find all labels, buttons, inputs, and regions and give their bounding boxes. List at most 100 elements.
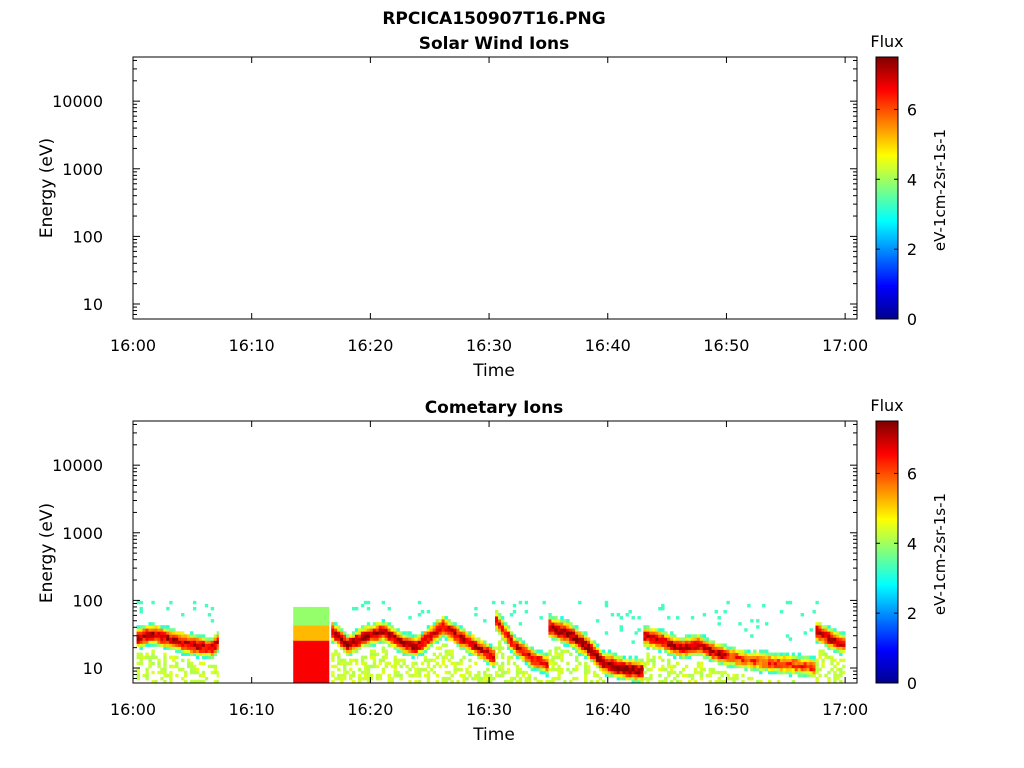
heatmap-cell xyxy=(551,661,555,666)
heatmap-cell xyxy=(619,616,623,620)
heatmap-cell xyxy=(349,646,353,650)
heatmap-cell xyxy=(299,609,303,614)
heatmap-cell xyxy=(322,652,327,657)
heatmap-cell xyxy=(302,606,306,611)
heatmap-cell xyxy=(435,637,440,641)
heatmap-cell xyxy=(311,634,315,638)
heatmap-cell xyxy=(145,670,149,675)
heatmap-cell xyxy=(560,634,564,638)
heatmap-cell xyxy=(539,661,543,666)
heatmap-cell xyxy=(426,625,431,629)
heatmap-cell xyxy=(569,652,573,657)
heatmap-cell xyxy=(175,643,179,647)
heatmap-cell xyxy=(560,616,564,620)
heatmap-cell xyxy=(616,661,621,666)
heatmap-cell xyxy=(818,652,822,657)
heatmap-cell xyxy=(462,640,466,644)
heatmap-cell xyxy=(506,646,511,650)
heatmap-cell xyxy=(676,640,680,644)
heatmap-cell xyxy=(622,655,626,660)
heatmap-cell xyxy=(157,634,161,638)
heatmap-cell xyxy=(363,625,368,629)
heatmap-cell xyxy=(405,652,409,657)
heatmap-cell xyxy=(453,670,457,675)
heatmap-cell xyxy=(293,643,297,647)
heatmap-cell xyxy=(399,649,403,653)
heatmap-cell xyxy=(408,649,412,653)
heatmap-cell xyxy=(435,646,440,650)
heatmap-cell xyxy=(444,637,448,641)
heatmap-cell xyxy=(210,670,215,675)
heatmap-cell xyxy=(337,661,341,666)
heatmap-cell xyxy=(299,637,303,641)
heatmap-cell xyxy=(661,664,665,669)
heatmap-cell xyxy=(512,643,517,647)
heatmap-cell xyxy=(551,655,555,660)
heatmap-cell xyxy=(818,673,822,678)
heatmap-cell xyxy=(515,673,520,678)
heatmap-cell xyxy=(708,652,713,657)
heatmap-cell xyxy=(610,652,615,657)
heatmap-cell xyxy=(595,673,600,678)
heatmap-cell xyxy=(360,676,365,681)
heatmap-cell xyxy=(500,619,505,623)
heatmap-cell xyxy=(557,676,561,681)
heatmap-cell xyxy=(610,670,615,675)
heatmap-cell xyxy=(652,655,656,660)
heatmap-cell xyxy=(417,679,422,684)
heatmap-cell xyxy=(524,658,529,663)
heatmap-cell xyxy=(554,649,558,653)
heatmap-cell xyxy=(293,628,297,632)
heatmap-cell xyxy=(646,637,650,641)
heatmap-cell xyxy=(417,646,422,650)
heatmap-cell xyxy=(812,661,816,666)
heatmap-cell xyxy=(584,676,588,681)
heatmap-cell xyxy=(411,634,415,638)
heatmap-cell xyxy=(441,628,445,632)
heatmap-cell xyxy=(824,634,828,638)
heatmap-cell xyxy=(592,643,597,647)
heatmap-cell xyxy=(655,643,659,647)
y-tick-label: 10000 xyxy=(52,456,103,475)
heatmap-cell xyxy=(756,625,760,629)
heatmap-cell xyxy=(578,637,582,641)
heatmap-cell xyxy=(726,649,730,653)
heatmap-cell xyxy=(548,631,552,635)
heatmap-cell xyxy=(486,655,490,660)
heatmap-cell xyxy=(595,643,600,647)
heatmap-cell xyxy=(157,661,161,666)
heatmap-cell xyxy=(753,667,757,672)
heatmap-cell xyxy=(806,673,810,678)
heatmap-cell xyxy=(393,658,397,663)
heatmap-cell xyxy=(551,631,555,635)
heatmap-cell xyxy=(842,664,846,669)
heatmap-cell xyxy=(423,631,428,635)
heatmap-cell xyxy=(569,637,573,641)
heatmap-cell xyxy=(770,661,775,666)
heatmap-cell xyxy=(483,670,487,675)
heatmap-cell xyxy=(551,676,555,681)
heatmap-cell xyxy=(444,652,448,657)
heatmap-cell xyxy=(551,637,555,641)
heatmap-cell xyxy=(619,673,623,678)
heatmap-cell xyxy=(782,658,787,663)
heatmap-cell xyxy=(411,643,415,647)
heatmap-cell xyxy=(363,631,368,635)
heatmap-cell xyxy=(340,676,344,681)
heatmap-cell xyxy=(390,634,394,638)
heatmap-cell xyxy=(836,643,840,647)
heatmap-cell xyxy=(812,670,816,675)
heatmap-cell xyxy=(308,658,312,663)
heatmap-cell xyxy=(503,679,508,684)
heatmap-cell xyxy=(293,646,297,650)
heatmap-cell xyxy=(468,664,472,669)
heatmap-cell xyxy=(302,667,306,672)
heatmap-cell xyxy=(489,658,493,663)
heatmap-cell xyxy=(408,634,412,638)
heatmap-cell xyxy=(357,667,362,672)
heatmap-cell xyxy=(489,649,493,653)
heatmap-cell xyxy=(337,625,341,629)
heatmap-cell xyxy=(604,664,609,669)
heatmap-cell xyxy=(157,664,161,669)
heatmap-cell xyxy=(545,673,549,678)
